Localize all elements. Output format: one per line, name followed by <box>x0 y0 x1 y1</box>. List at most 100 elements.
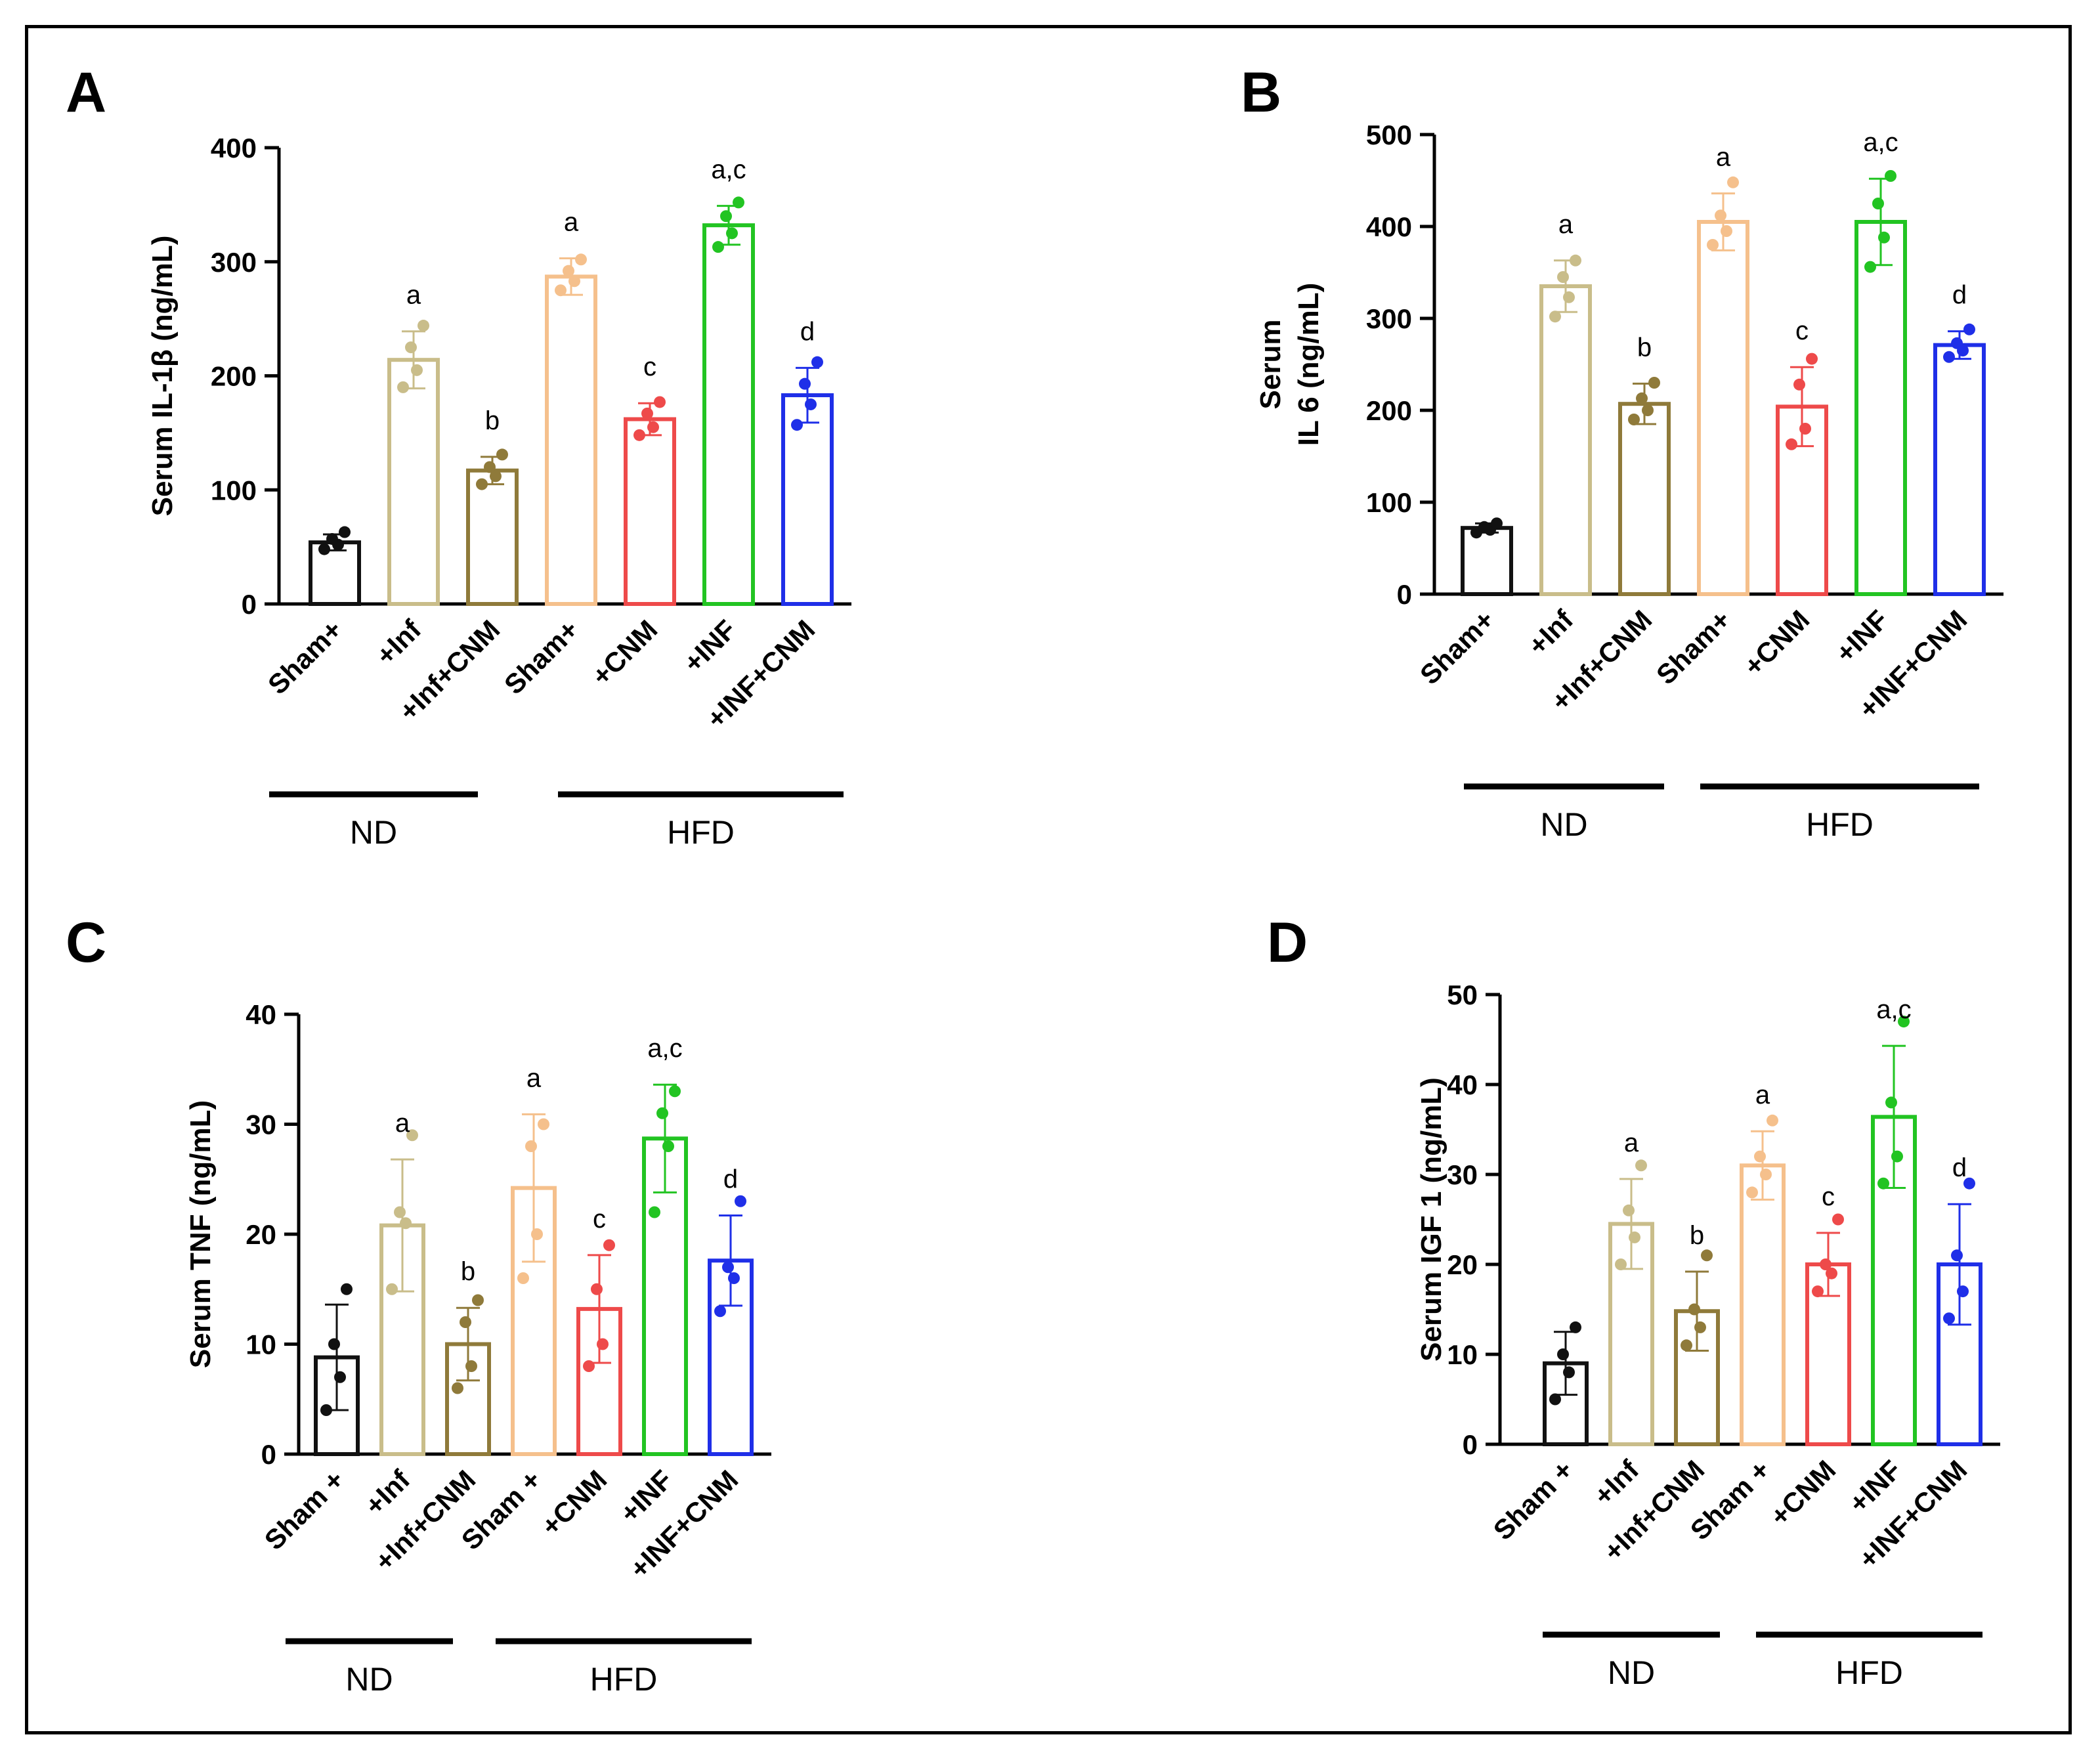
data-point <box>722 1261 734 1274</box>
significance-label: c <box>593 1205 606 1234</box>
data-point <box>591 1283 603 1295</box>
group-label-hfd: HFD <box>590 1661 658 1698</box>
bar-blue <box>1933 343 1986 596</box>
data-point <box>1963 1177 1975 1190</box>
bar-olive <box>466 468 519 607</box>
data-point <box>1812 1285 1824 1298</box>
data-point <box>1681 1339 1692 1352</box>
y-tick-label: 300 <box>211 247 257 278</box>
data-point <box>1820 1258 1832 1270</box>
significance-label: a,c <box>1876 995 1911 1024</box>
data-point <box>1754 1150 1766 1163</box>
y-axis-title: Serum TNF (ng/mL) <box>184 1100 217 1368</box>
y-tick-label: 200 <box>211 361 257 392</box>
significance-label: a <box>395 1109 410 1138</box>
significance-label: d <box>723 1165 738 1194</box>
data-point <box>326 532 338 545</box>
significance-label: d <box>1952 281 1967 310</box>
data-point <box>733 196 744 209</box>
data-point <box>791 419 803 431</box>
y-tick-label: 0 <box>261 1439 276 1470</box>
significance-label: a <box>564 208 579 237</box>
y-tick-label: 40 <box>246 999 276 1030</box>
significance-label: a,c <box>647 1034 682 1063</box>
y-tick-label: 40 <box>1447 1069 1478 1100</box>
data-point <box>583 1360 595 1372</box>
data-point <box>805 398 817 410</box>
data-point <box>1629 1231 1640 1243</box>
category-label: +CNM <box>586 614 663 691</box>
group-label-hfd: HFD <box>1835 1654 1903 1691</box>
data-point <box>1563 1366 1575 1379</box>
data-point <box>641 407 653 419</box>
category-label: +Inf <box>1522 603 1580 661</box>
data-point <box>1549 311 1561 323</box>
panel-d: D 0 10 20 30 40 50 Serum IGF 1 (ng/mL) Sham + a +I… <box>1267 911 2000 1691</box>
group-label-hfd: HFD <box>1806 806 1874 843</box>
significance-label: b <box>1690 1221 1704 1250</box>
data-point <box>411 364 423 376</box>
data-point <box>1648 377 1660 389</box>
data-point <box>1826 1267 1837 1279</box>
significance-label: b <box>461 1257 475 1286</box>
y-axis-title: Serum <box>1254 320 1287 410</box>
data-point <box>728 1272 740 1284</box>
data-point <box>1898 1016 1910 1028</box>
data-point <box>1557 1348 1569 1360</box>
y-tick-label: 200 <box>1366 395 1412 426</box>
data-point <box>328 1338 340 1350</box>
group-label-nd: ND <box>345 1661 393 1698</box>
y-tick-label: 500 <box>1366 119 1412 150</box>
category-label: Sham + <box>1488 1454 1579 1546</box>
panel-letter: A <box>66 61 106 124</box>
group-label-hfd: HFD <box>667 814 735 851</box>
category-label: +Inf <box>1588 1453 1646 1511</box>
data-point <box>476 478 488 490</box>
panel-letter: D <box>1267 911 1308 974</box>
data-point <box>1707 239 1719 251</box>
group-label-nd: ND <box>1540 806 1587 843</box>
significance-label: c <box>1795 316 1809 345</box>
data-point <box>334 1371 346 1383</box>
data-point <box>1793 378 1805 391</box>
significance-label: d <box>800 317 815 346</box>
category-label: +CNM <box>1738 604 1815 681</box>
category-label: Sham+ <box>262 614 348 700</box>
data-point <box>1951 337 1963 349</box>
y-tick-label: 0 <box>1463 1429 1478 1460</box>
y-tick-label: 20 <box>1447 1249 1478 1280</box>
data-point <box>386 1283 398 1295</box>
data-point <box>1786 438 1797 450</box>
category-label: Sham+ <box>1414 604 1500 690</box>
data-point <box>1635 1159 1647 1172</box>
significance-label: a,c <box>711 156 746 184</box>
data-point <box>339 526 351 538</box>
data-point <box>1806 353 1818 365</box>
category-label: +CNM <box>1764 1454 1841 1532</box>
category-label: Sham + <box>259 1464 351 1556</box>
significance-label: d <box>1952 1153 1967 1182</box>
significance-label: a <box>526 1064 542 1092</box>
data-point <box>531 1228 543 1240</box>
data-point <box>405 341 417 354</box>
bar-black <box>1461 526 1513 597</box>
data-point <box>1570 1321 1581 1333</box>
data-point <box>1636 392 1648 404</box>
data-point <box>394 1206 406 1218</box>
data-point <box>656 1107 668 1119</box>
data-point <box>555 284 567 297</box>
data-point <box>341 1283 353 1295</box>
y-tick-label: 400 <box>1366 211 1412 242</box>
data-point <box>1549 1393 1561 1406</box>
data-point <box>735 1195 746 1207</box>
data-point <box>669 1085 681 1098</box>
data-point <box>603 1239 615 1251</box>
bar-peach <box>545 274 597 606</box>
significance-label: a <box>1558 210 1574 239</box>
data-point <box>472 1294 484 1306</box>
data-point <box>525 1140 537 1152</box>
bar-red <box>624 417 676 607</box>
data-point <box>1478 521 1490 533</box>
data-point <box>1623 1204 1635 1216</box>
